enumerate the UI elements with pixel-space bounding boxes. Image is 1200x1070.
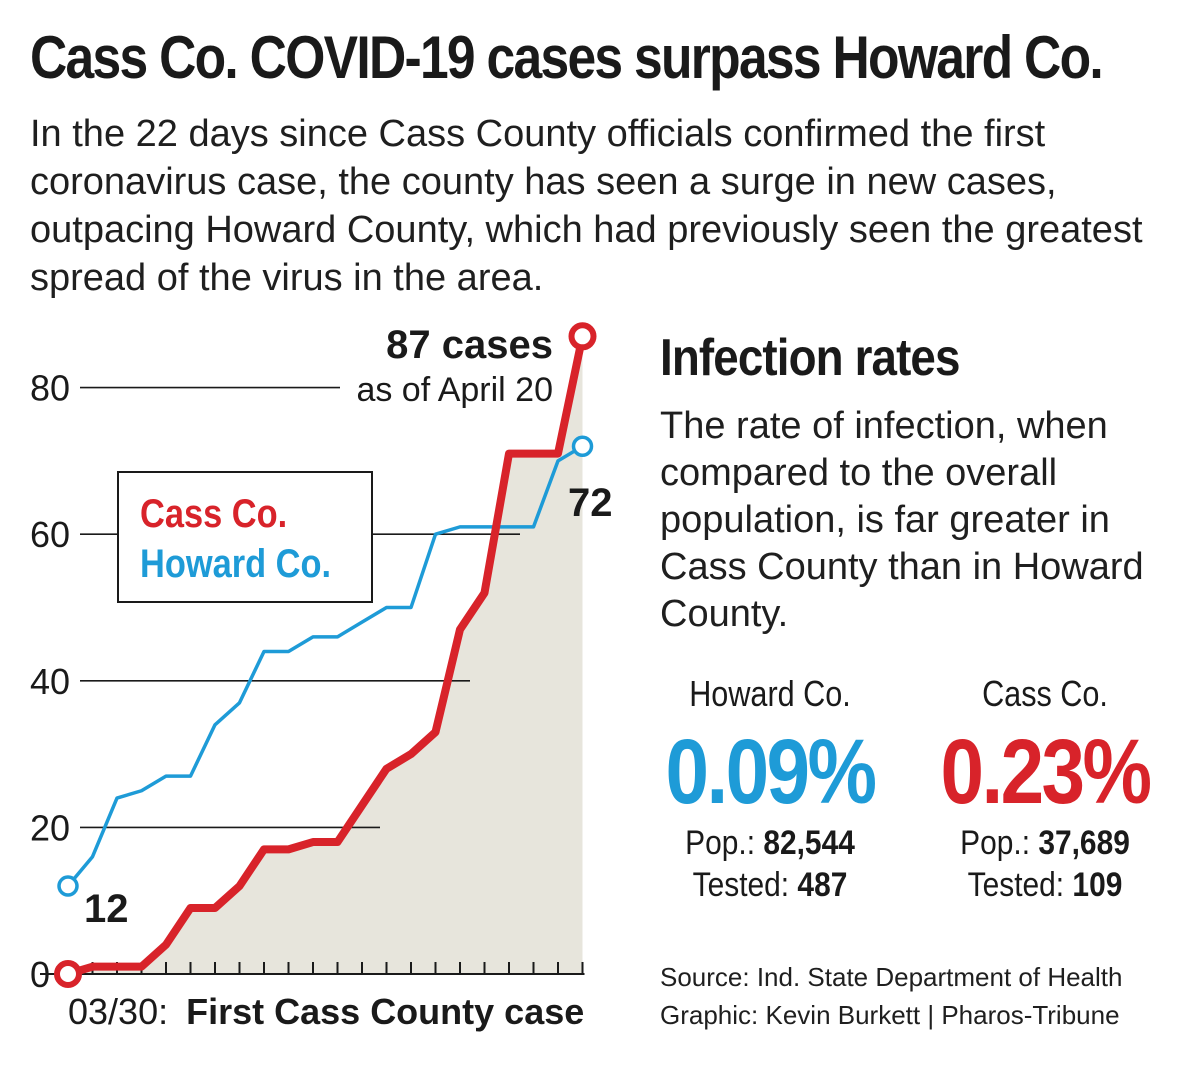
headline: Cass Co. COVID-19 cases surpass Howard C… (30, 24, 1104, 91)
howard-rate: 0.09% (665, 721, 878, 823)
cass-label: Cass Co. (982, 673, 1108, 714)
legend-entry-cass: Cass Co. (140, 491, 287, 536)
credits: Source: Ind. State Department of Health … (660, 958, 1190, 1034)
sidebar-text: The rate of infection, when compared to … (660, 405, 1144, 635)
x-axis-label-main: First Cass County case (186, 991, 584, 1032)
y-tick-label-40: 40 (30, 661, 70, 702)
y-tick-label-80: 80 (30, 368, 70, 409)
x-axis-label-prefix: 03/30: (68, 991, 168, 1032)
y-tick-label-20: 20 (30, 807, 70, 848)
howard-label: Howard Co. (689, 673, 851, 714)
cass-start-point (54, 960, 82, 988)
howard-end-point (571, 435, 594, 457)
graphic-credit: Graphic: Kevin Burkett | Pharos-Tribune (660, 1000, 1120, 1030)
case-line-chart: 0 20 40 60 80 Cass Co. Howard Co. 87 cases a… (30, 322, 613, 1032)
y-tick-label-layer: 0 20 40 60 80 (30, 368, 70, 995)
cass-area-layer (68, 336, 583, 974)
cass-rate-panel: Cass Co. 0.23% Pop.: 37,689 Tested: 109 (905, 672, 1185, 906)
legend: Cass Co. Howard Co. (117, 471, 373, 603)
cass-rate: 0.23% (940, 721, 1153, 823)
annotation-layer: 87 cases as of April 20 72 12 03/30: Fir… (68, 323, 613, 1032)
legend-box (117, 471, 373, 603)
source-credit: Source: Ind. State Department of Health (660, 962, 1123, 992)
howard-start-label: 12 (84, 887, 129, 931)
intro-paragraph: In the 22 days since Cass County officia… (30, 113, 1143, 299)
cass-end-label: 87 cases (386, 323, 553, 367)
y-tick-label-60: 60 (30, 514, 70, 555)
y-tick-label-0: 0 (30, 954, 50, 995)
series-line-layer (54, 322, 597, 988)
cass-area-fill (68, 336, 583, 974)
cass-tested: Tested: 109 (967, 866, 1123, 904)
howard-start-point (57, 875, 79, 897)
howard-end-label: 72 (568, 481, 613, 525)
legend-entry-howard: Howard Co. (140, 541, 331, 586)
howard-tested: Tested: 487 (692, 866, 848, 904)
cass-series-line (66, 335, 587, 978)
x-axis-label: 03/30: First Cass County case (68, 991, 584, 1032)
howard-population: Pop.: 82,544 (685, 824, 855, 862)
sidebar-title: Infection rates (660, 329, 960, 387)
cass-population: Pop.: 37,689 (960, 824, 1130, 862)
howard-rate-panel: Howard Co. 0.09% Pop.: 82,544 Tested: 48… (630, 672, 910, 906)
cass-end-point (568, 322, 597, 351)
cass-end-sublabel: as of April 20 (356, 371, 553, 409)
